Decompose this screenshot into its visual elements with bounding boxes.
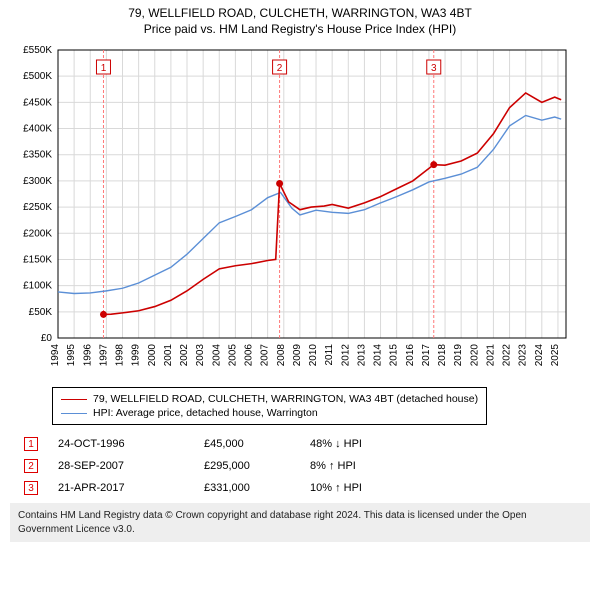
legend-label: HPI: Average price, detached house, Warr… bbox=[93, 407, 318, 419]
x-tick-label: 1998 bbox=[115, 344, 126, 367]
event-delta: 8% ↑ HPI bbox=[310, 460, 440, 472]
event-row: 3 21-APR-2017 £331,000 10% ↑ HPI bbox=[24, 477, 590, 499]
x-tick-label: 2016 bbox=[405, 344, 416, 367]
y-tick-label: £300K bbox=[23, 176, 52, 187]
x-tick-label: 2017 bbox=[421, 344, 432, 367]
chart-title-block: 79, WELLFIELD ROAD, CULCHETH, WARRINGTON… bbox=[10, 6, 590, 36]
y-tick-label: £550K bbox=[23, 45, 52, 56]
event-marker-dot bbox=[100, 311, 107, 318]
event-date: 28-SEP-2007 bbox=[58, 460, 198, 472]
chart-svg: £0 £50K £100K £150K £200K £250K £300K £350K £400… bbox=[10, 44, 570, 374]
event-flag-number: 1 bbox=[101, 63, 107, 74]
x-tick-label: 2011 bbox=[324, 344, 335, 366]
event-date: 21-APR-2017 bbox=[58, 482, 198, 494]
x-tick-label: 2018 bbox=[437, 344, 448, 367]
x-tick-label: 2015 bbox=[389, 344, 400, 367]
y-tick-label: £500K bbox=[23, 71, 52, 82]
event-number-badge: 1 bbox=[24, 437, 38, 451]
y-tick-label: £400K bbox=[23, 124, 52, 135]
event-number-badge: 3 bbox=[24, 481, 38, 495]
x-tick-label: 2003 bbox=[195, 344, 206, 367]
x-tick-label: 2005 bbox=[227, 344, 238, 367]
x-tick-label: 2025 bbox=[550, 344, 561, 367]
title-line-1: 79, WELLFIELD ROAD, CULCHETH, WARRINGTON… bbox=[10, 6, 590, 20]
y-tick-label: £0 bbox=[41, 333, 53, 344]
x-tick-label: 2022 bbox=[502, 344, 513, 367]
x-tick-label: 2004 bbox=[211, 344, 222, 367]
event-price: £331,000 bbox=[204, 482, 304, 494]
y-tick-label: £50K bbox=[29, 307, 53, 318]
event-table: 1 24-OCT-1996 £45,000 48% ↓ HPI 2 28-SEP-2007… bbox=[24, 433, 590, 499]
x-tick-label: 1995 bbox=[66, 344, 77, 367]
x-tick-label: 2019 bbox=[453, 344, 464, 367]
legend-row: HPI: Average price, detached house, Warr… bbox=[61, 406, 478, 420]
legend-swatch bbox=[61, 413, 87, 414]
event-delta: 10% ↑ HPI bbox=[310, 482, 440, 494]
x-tick-label: 2001 bbox=[163, 344, 174, 367]
event-row: 1 24-OCT-1996 £45,000 48% ↓ HPI bbox=[24, 433, 590, 455]
footer-attribution: Contains HM Land Registry data © Crown c… bbox=[10, 503, 590, 542]
event-number-badge: 2 bbox=[24, 459, 38, 473]
event-price: £45,000 bbox=[204, 438, 304, 450]
x-tick-label: 2024 bbox=[534, 344, 545, 367]
x-tick-label: 2006 bbox=[244, 344, 255, 367]
y-tick-label: £450K bbox=[23, 97, 52, 108]
x-tick-label: 2002 bbox=[179, 344, 190, 367]
y-tick-label: £250K bbox=[23, 202, 52, 213]
x-tick-label: 2023 bbox=[518, 344, 529, 367]
x-tick-label: 2000 bbox=[147, 344, 158, 367]
price-chart: £0 £50K £100K £150K £200K £250K £300K £350K £400… bbox=[10, 44, 590, 379]
event-date: 24-OCT-1996 bbox=[58, 438, 198, 450]
event-delta: 48% ↓ HPI bbox=[310, 438, 440, 450]
x-tick-label: 2009 bbox=[292, 344, 303, 367]
title-line-2: Price paid vs. HM Land Registry's House … bbox=[10, 22, 590, 36]
x-tick-label: 2020 bbox=[469, 344, 480, 367]
x-tick-label: 1994 bbox=[50, 344, 61, 367]
chart-legend: 79, WELLFIELD ROAD, CULCHETH, WARRINGTON… bbox=[52, 387, 487, 425]
x-tick-label: 2007 bbox=[260, 344, 271, 367]
y-tick-label: £350K bbox=[23, 150, 52, 161]
event-marker-dot bbox=[276, 180, 283, 187]
x-tick-label: 2008 bbox=[276, 344, 287, 367]
x-tick-label: 2021 bbox=[485, 344, 496, 367]
event-flag-number: 2 bbox=[277, 63, 283, 74]
legend-row: 79, WELLFIELD ROAD, CULCHETH, WARRINGTON… bbox=[61, 392, 478, 406]
y-tick-label: £150K bbox=[23, 254, 52, 265]
x-tick-label: 1997 bbox=[98, 344, 109, 367]
x-tick-label: 2014 bbox=[373, 344, 384, 367]
legend-label: 79, WELLFIELD ROAD, CULCHETH, WARRINGTON… bbox=[93, 393, 478, 405]
y-tick-label: £200K bbox=[23, 228, 52, 239]
event-row: 2 28-SEP-2007 £295,000 8% ↑ HPI bbox=[24, 455, 590, 477]
x-tick-label: 1999 bbox=[131, 344, 142, 367]
event-flag-number: 3 bbox=[431, 63, 437, 74]
legend-swatch bbox=[61, 399, 87, 400]
x-tick-label: 2010 bbox=[308, 344, 319, 367]
event-marker-dot bbox=[430, 161, 437, 168]
event-price: £295,000 bbox=[204, 460, 304, 472]
x-tick-label: 2013 bbox=[356, 344, 367, 367]
y-tick-label: £100K bbox=[23, 281, 52, 292]
x-tick-label: 2012 bbox=[340, 344, 351, 367]
x-tick-label: 1996 bbox=[82, 344, 93, 367]
